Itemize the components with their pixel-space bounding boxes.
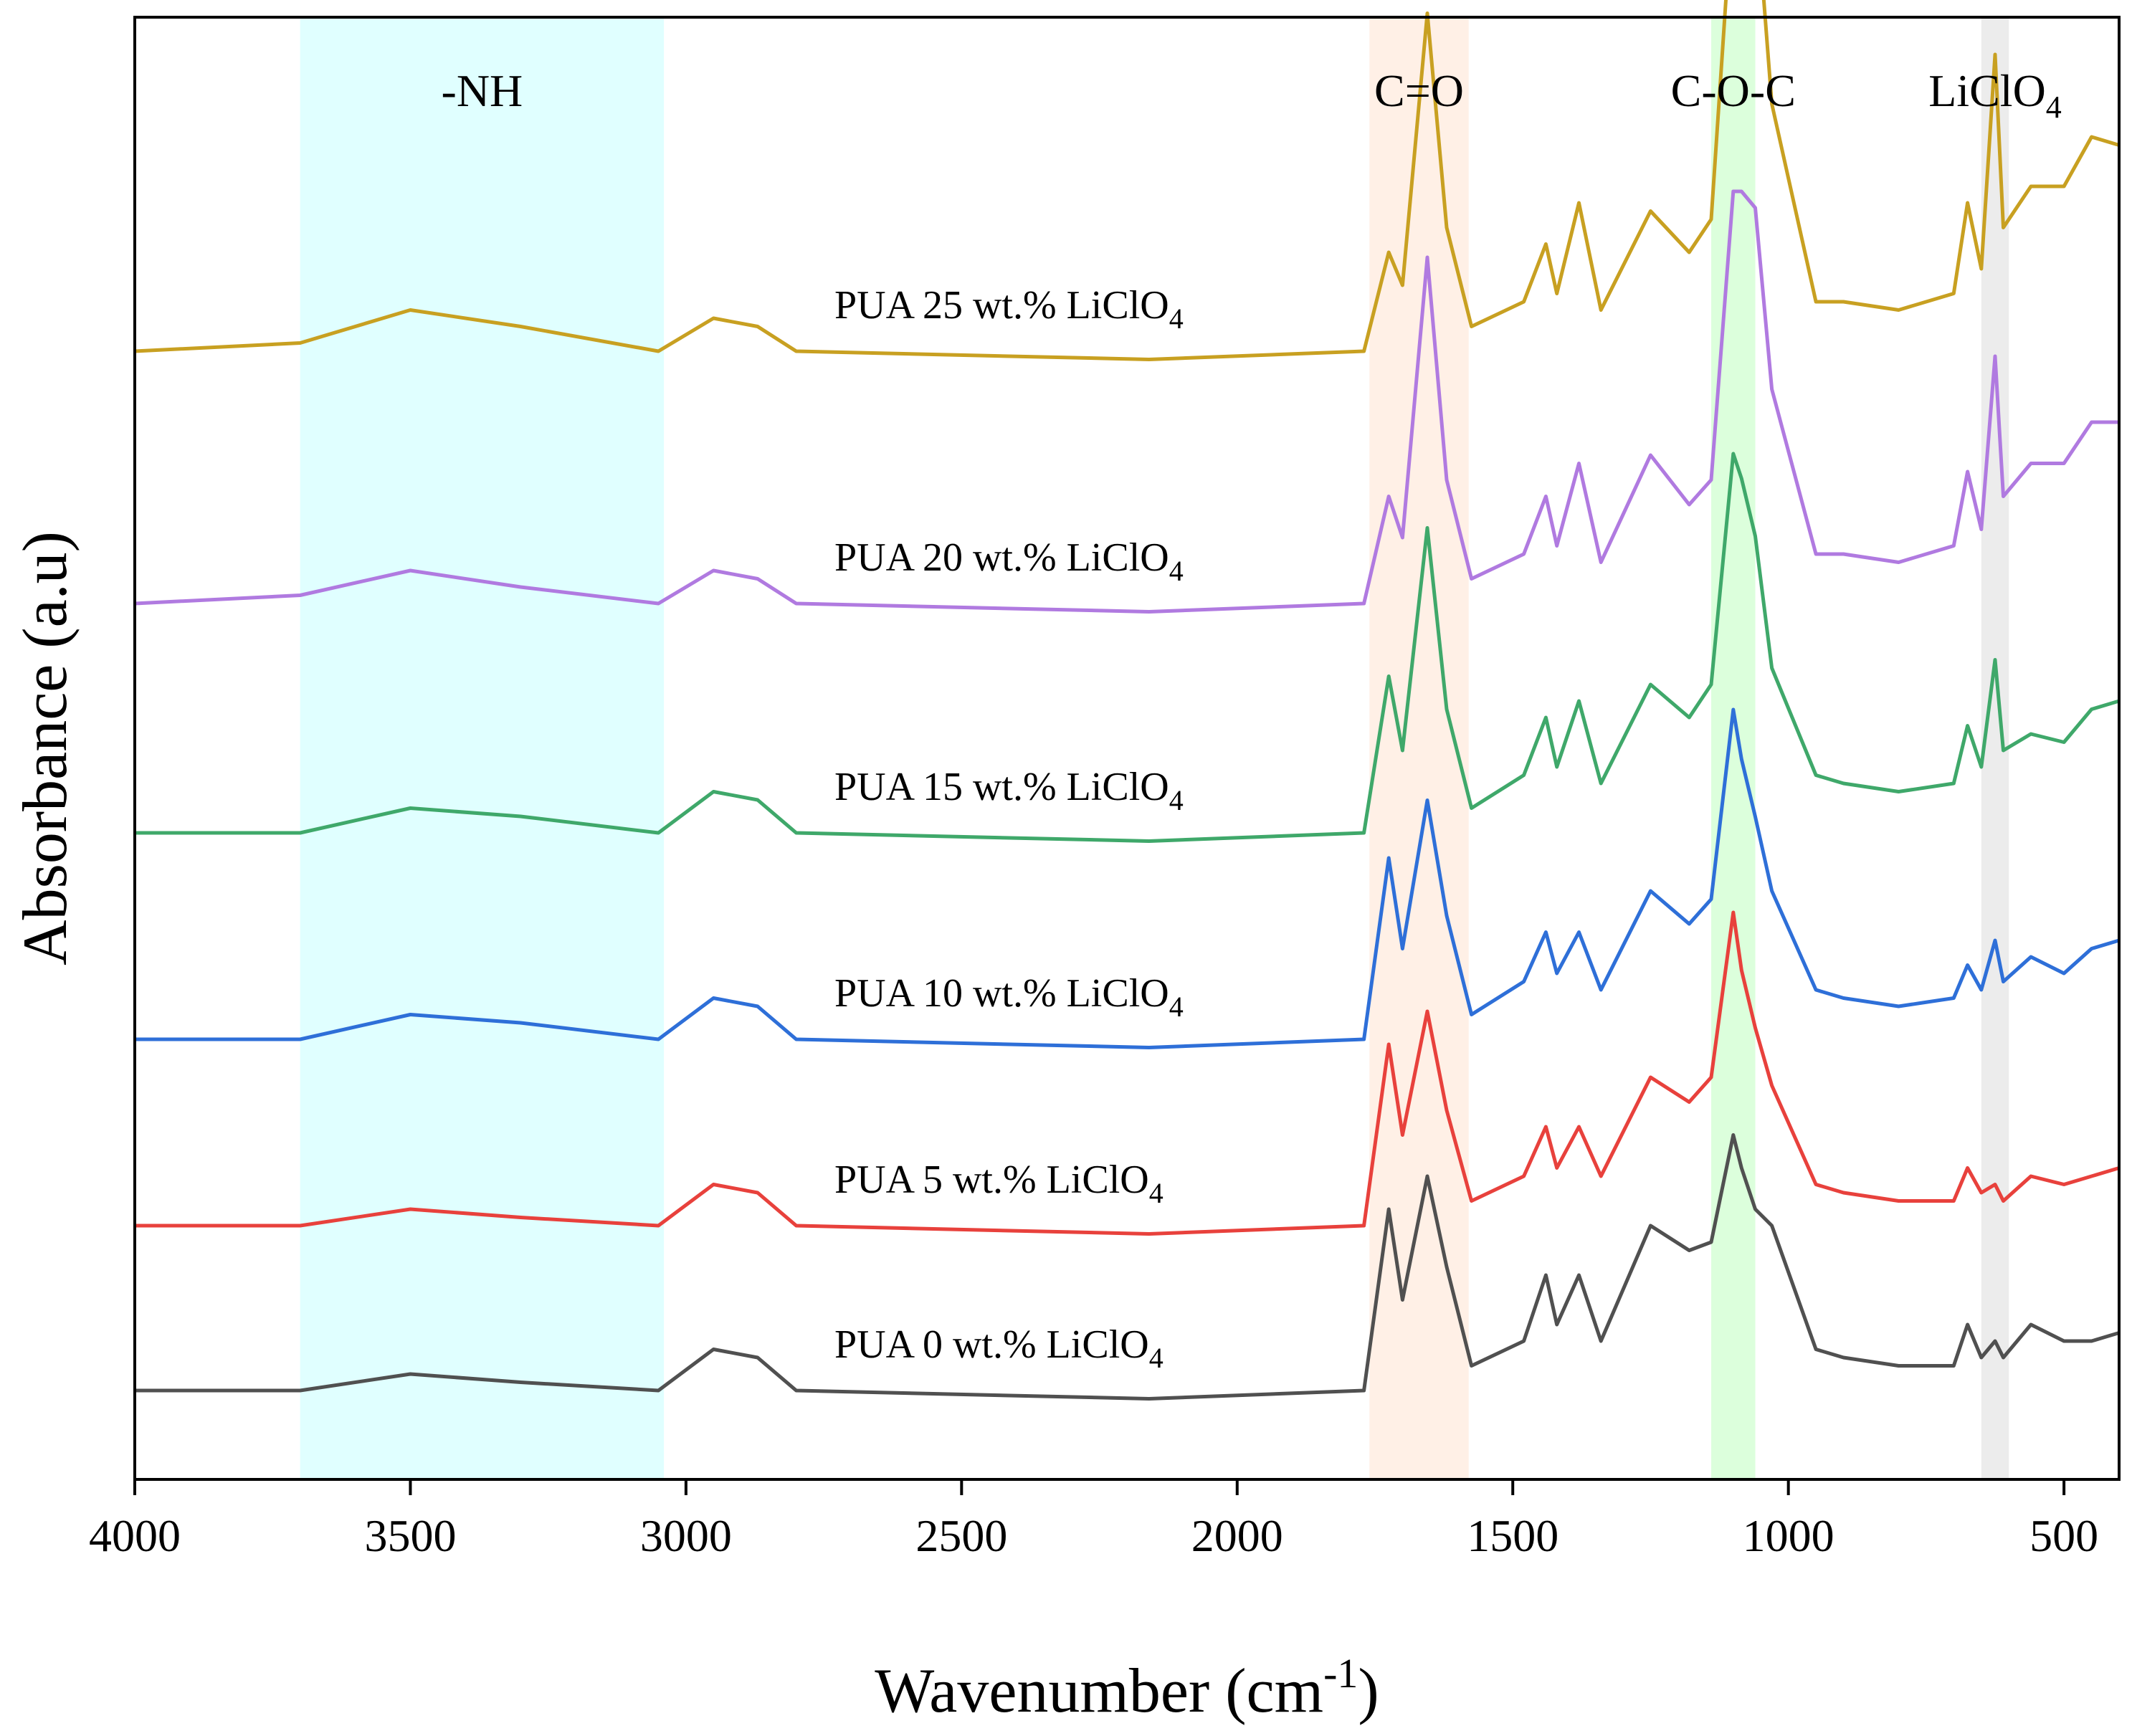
band-2 [1711,17,1756,1479]
series-labels: PUA 25 wt.% LiClO4 PUA 20 wt.% LiClO4 PUA … [834,283,1184,1374]
series-label-0: PUA 25 wt.% LiClO4 [834,283,1184,335]
series-line-2 [135,452,2120,843]
x-tick-label-3: 2500 [915,1510,1007,1561]
band-1 [1369,17,1469,1479]
y-axis-title: Absorbance (a.u) [11,531,80,965]
series-label-4: PUA 5 wt.% LiClO4 [834,1158,1163,1209]
x-tick-label-1: 3500 [364,1510,456,1561]
band-label-2: C-O-C [1671,65,1796,116]
x-tick-label-6: 1000 [1743,1510,1834,1561]
plot-frame [133,16,2121,1481]
series-label-1: PUA 20 wt.% LiClO4 [834,535,1184,587]
band-label-3: LiClO4 [1928,65,2062,125]
x-axis-ticks: 4000 3500 3000 2500 2000 1500 1000 500 [89,1479,2098,1561]
series-label-3: PUA 10 wt.% LiClO4 [834,971,1184,1023]
series-label-2: PUA 15 wt.% LiClO4 [834,765,1184,816]
x-tick-label-0: 4000 [89,1510,181,1561]
x-tick-label-2: 3000 [640,1510,732,1561]
x-tick-label-5: 1500 [1467,1510,1558,1561]
series-line-5 [135,1133,2120,1401]
series-line-0 [134,0,2120,361]
x-axis-title: Wavenumber (cm-1) [875,1650,1379,1726]
band-0 [300,17,665,1479]
series-line-4 [135,910,2120,1236]
series-label-5: PUA 0 wt.% LiClO4 [834,1322,1163,1374]
band-label-0: -NH [442,65,523,116]
spectra [134,0,2120,1401]
x-tick-label-4: 2000 [1191,1510,1283,1561]
band-labels: -NH C=O C-O-C LiClO4 [442,65,2062,125]
x-tick-label-7: 500 [2029,1510,2098,1561]
series-line-3 [135,707,2120,1049]
series-line-1 [134,189,2119,614]
band-label-1: C=O [1374,65,1464,116]
band-highlights [300,17,2009,1479]
